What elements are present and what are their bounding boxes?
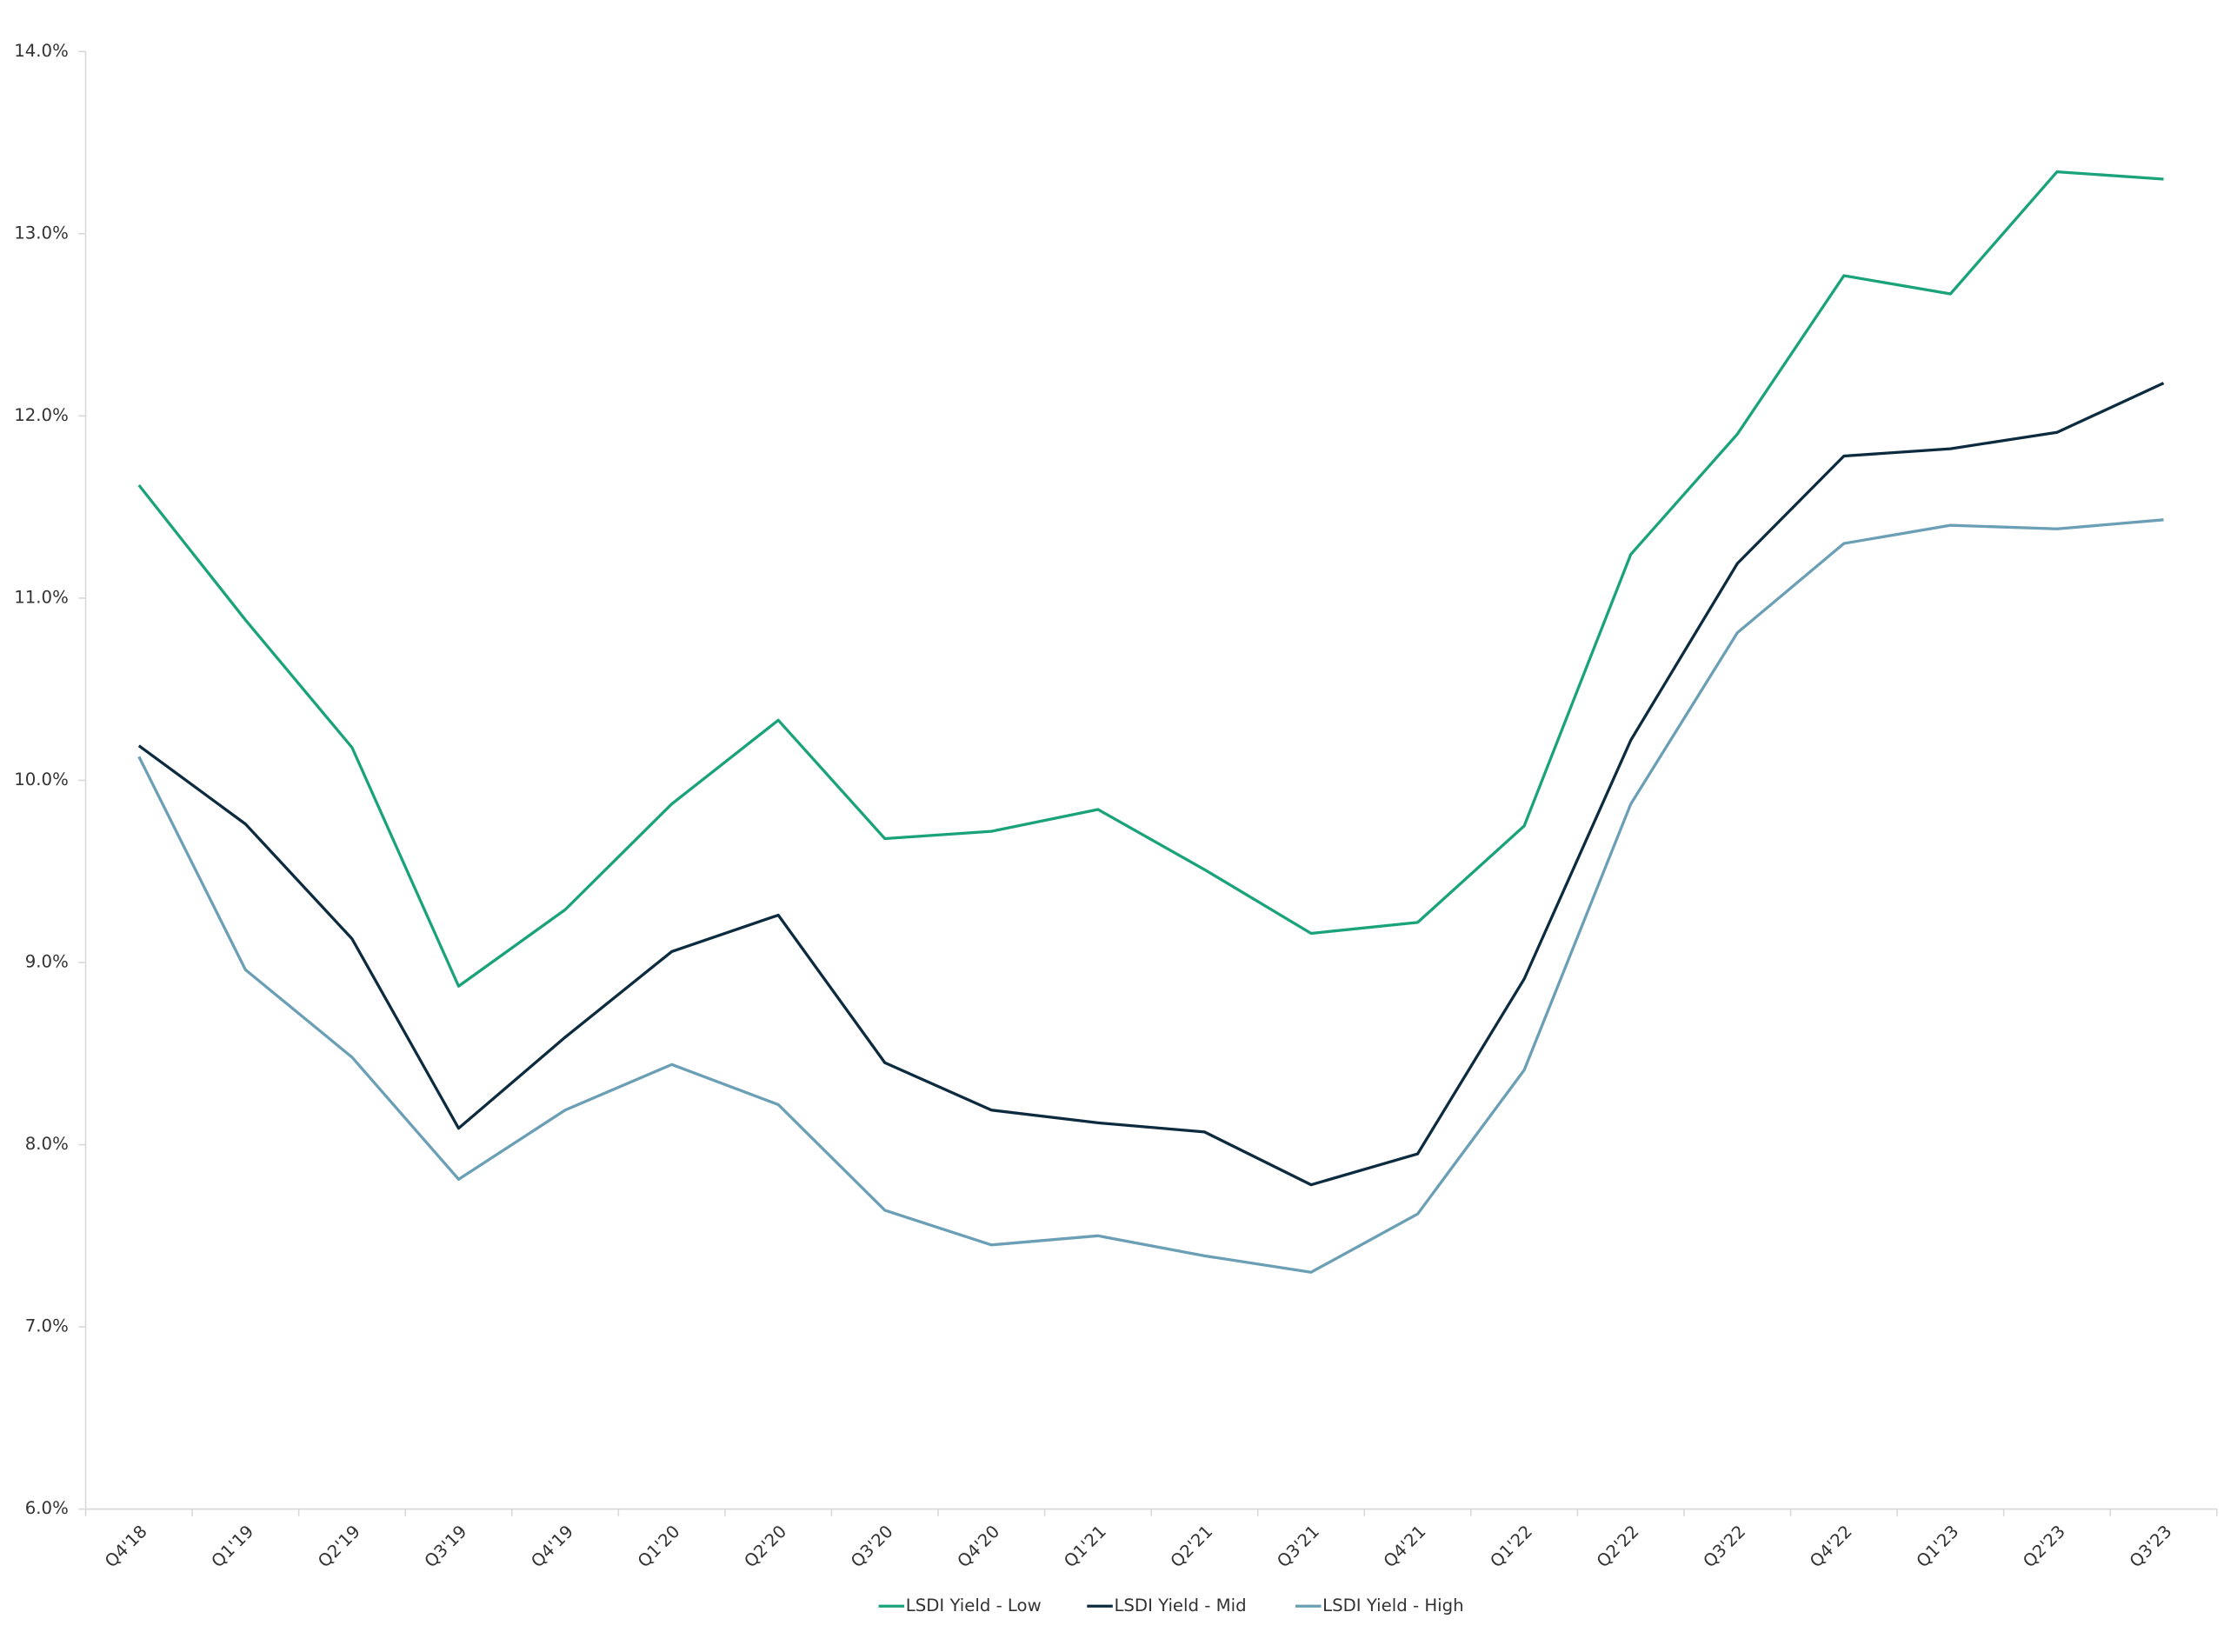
series-line	[137, 170, 2164, 988]
legend-item: LSDI Yield - Mid	[1087, 1595, 1247, 1615]
x-tick-label: Q1'20	[634, 1522, 684, 1572]
y-tick-label: 11.0%	[14, 587, 69, 607]
y-tick-label: 10.0%	[14, 769, 69, 789]
x-tick-label: Q4'19	[527, 1522, 577, 1572]
x-tick-label: Q4'21	[1380, 1522, 1430, 1572]
series-line	[137, 382, 2165, 1187]
legend-label: LSDI Yield - Low	[906, 1595, 1042, 1615]
y-tick-label: 9.0%	[25, 952, 69, 972]
legend-item: LSDI Yield - Low	[878, 1595, 1042, 1615]
y-tick-label: 14.0%	[14, 41, 69, 61]
legend-label: LSDI Yield - Mid	[1114, 1595, 1246, 1615]
x-tick-label: Q2'19	[314, 1522, 364, 1572]
x-tick-label: Q2'20	[741, 1522, 791, 1572]
x-tick-label: Q2'23	[2019, 1522, 2069, 1572]
x-tick-label: Q1'19	[208, 1522, 258, 1572]
x-tick-label: Q3'23	[2126, 1522, 2176, 1572]
x-tick-label: Q1'21	[1060, 1522, 1110, 1572]
y-tick-label: 13.0%	[14, 223, 69, 243]
legend-label: LSDI Yield - High	[1322, 1595, 1463, 1615]
x-tick-label: Q1'22	[1486, 1522, 1536, 1572]
x-tick-label: Q3'19	[421, 1522, 471, 1572]
x-tick-label: Q1'23	[1913, 1522, 1963, 1572]
legend-item: LSDI Yield - High	[1295, 1595, 1464, 1615]
x-tick-label: Q3'22	[1700, 1522, 1750, 1572]
y-tick-label: 7.0%	[25, 1316, 69, 1336]
x-tick-label: Q4'18	[101, 1522, 151, 1572]
x-tick-label: Q4'20	[954, 1522, 1004, 1572]
x-tick-label: Q2'22	[1593, 1522, 1643, 1572]
series-line	[137, 518, 2164, 1274]
x-tick-label: Q2'21	[1167, 1522, 1217, 1572]
y-tick-label: 12.0%	[14, 405, 69, 425]
y-tick-label: 8.0%	[25, 1134, 69, 1154]
y-tick-label: 6.0%	[25, 1498, 69, 1518]
x-tick-label: Q3'21	[1273, 1522, 1323, 1572]
x-tick-label: Q3'20	[847, 1522, 897, 1572]
x-tick-label: Q4'22	[1806, 1522, 1856, 1572]
